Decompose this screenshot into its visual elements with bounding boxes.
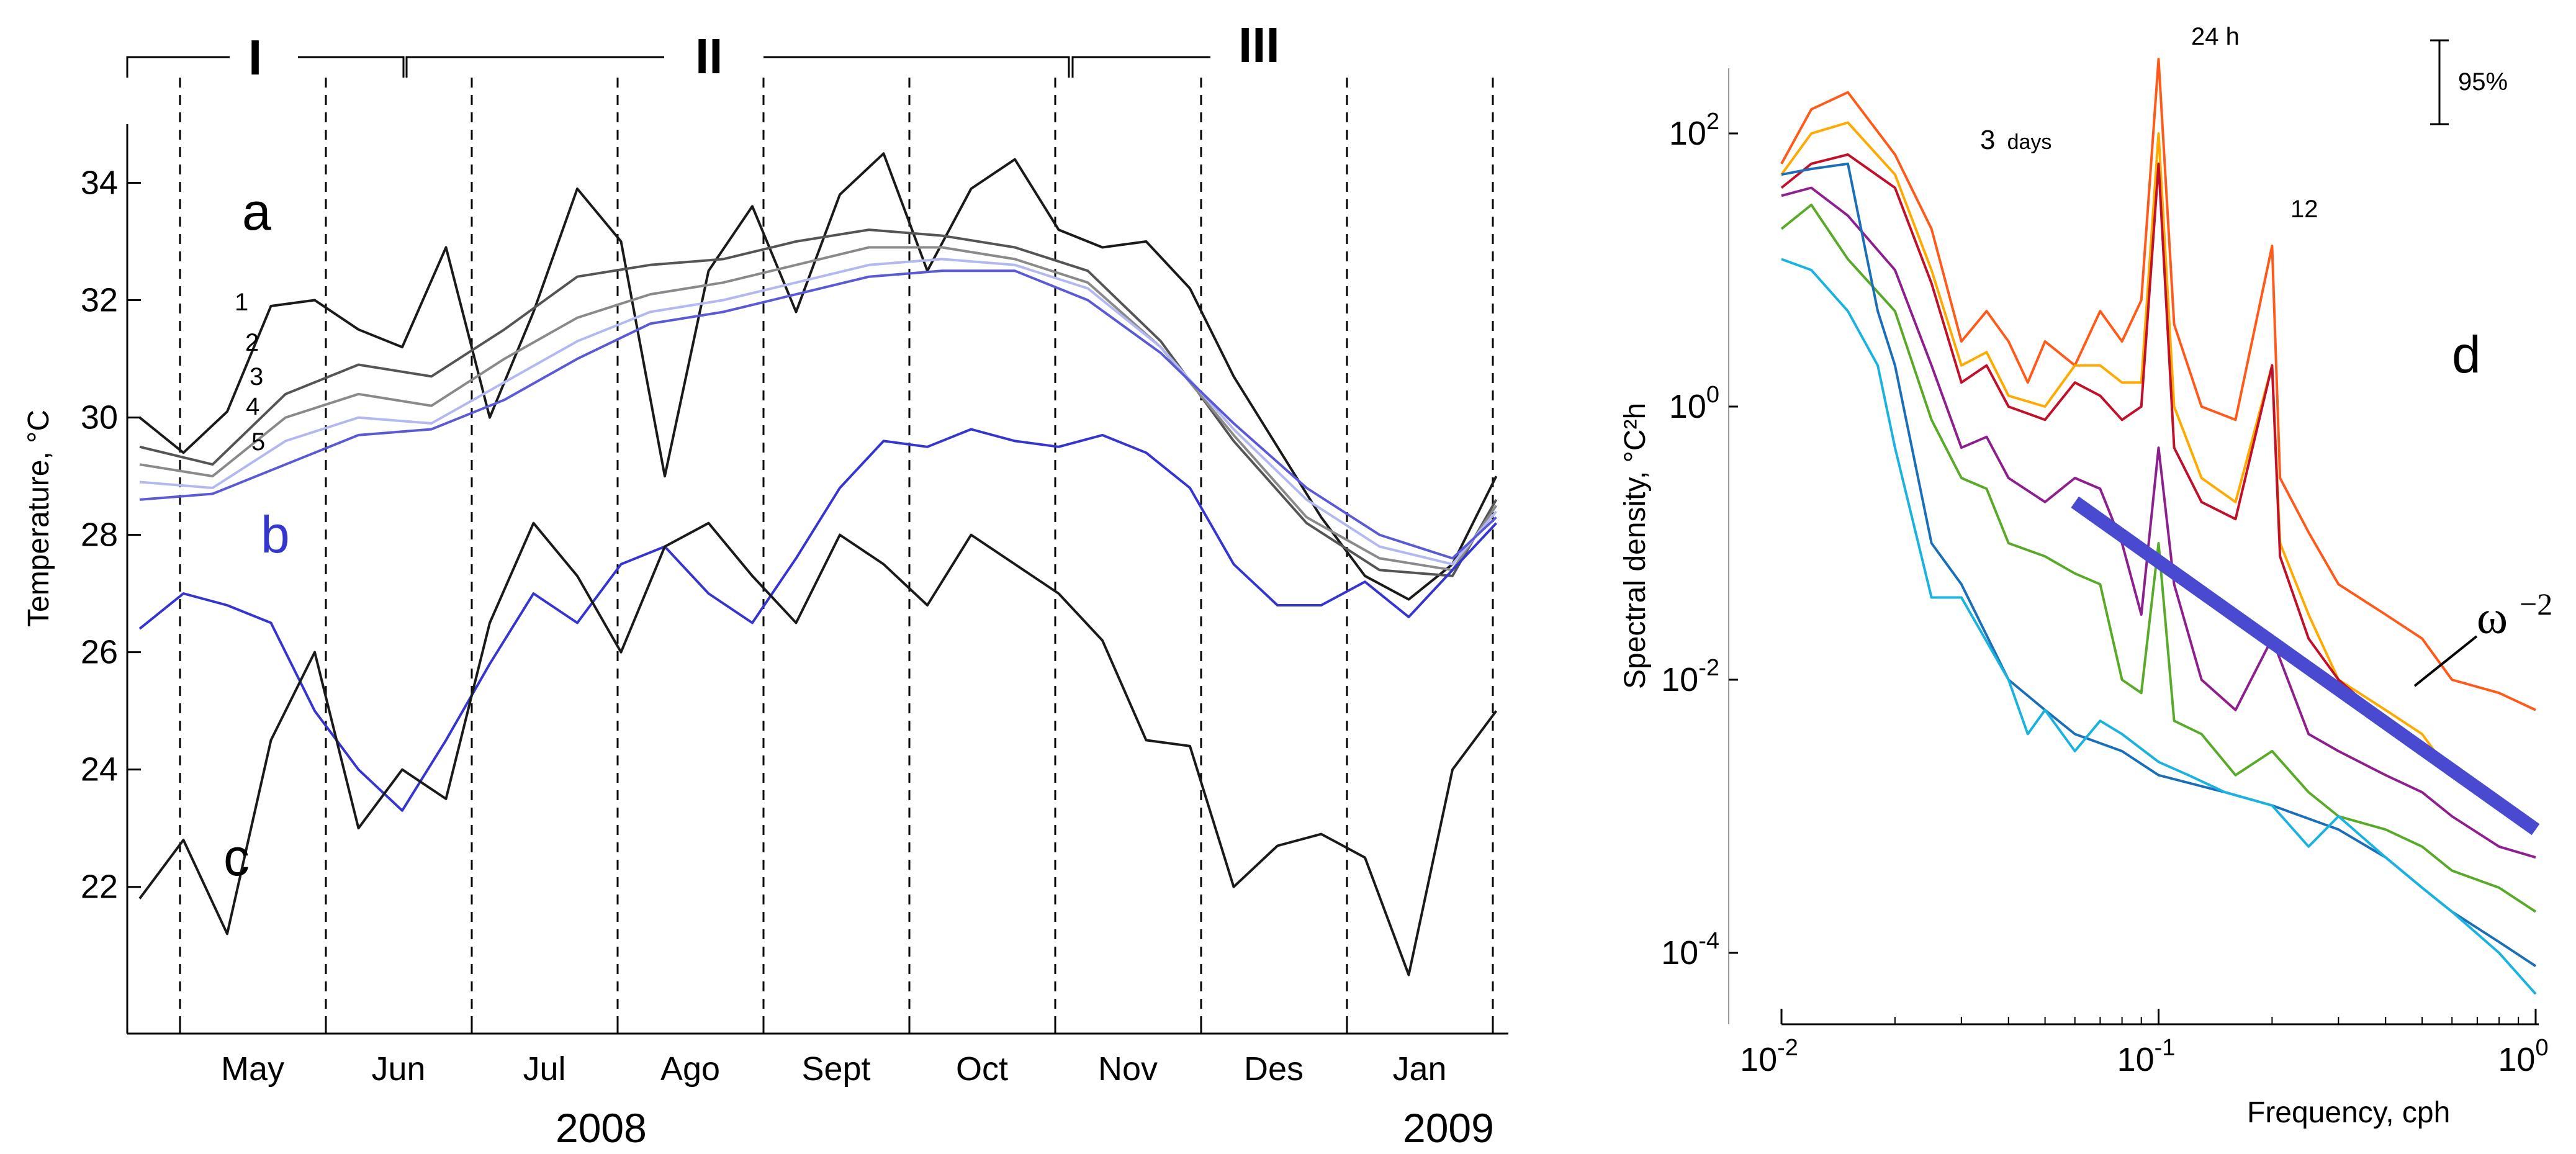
depth-label-2: 2 xyxy=(245,329,259,356)
spectrum-series-2 xyxy=(1780,121,2537,831)
temperature-series-2 xyxy=(139,228,1498,577)
period-i-label: I xyxy=(248,30,262,85)
omega-minus-2-reference-line xyxy=(2071,496,2540,836)
period-ii-label: II xyxy=(695,29,723,84)
y-tick-label: 26 xyxy=(81,634,118,671)
temperature-series-b xyxy=(138,428,1497,812)
month-label-may: May xyxy=(221,1050,284,1088)
right-x-tick-exp: 0 xyxy=(2535,1035,2548,1061)
right-y-tick-base: 10 xyxy=(1669,115,1706,152)
right-y-tick-exp: 0 xyxy=(1706,382,1719,408)
y-tick-label: 22 xyxy=(81,868,118,906)
omega-leader-line xyxy=(2413,635,2478,687)
right-y-tick-base: 10 xyxy=(1661,661,1698,698)
right-y-axis-title-text: Spectral density, °C²h xyxy=(1619,403,1652,689)
year-label-2009: 2009 xyxy=(1403,1105,1494,1151)
right-x-tick-label: 10-2 xyxy=(1740,1035,1798,1078)
depth-label-3: 3 xyxy=(250,363,263,390)
temperature-series-4 xyxy=(139,258,1498,566)
month-label-jun: Jun xyxy=(371,1050,425,1088)
month-label-nov: Nov xyxy=(1098,1050,1158,1088)
temperature-series-c xyxy=(138,521,1498,976)
depth-label-5: 5 xyxy=(251,428,265,456)
y-tick-label: 32 xyxy=(81,282,118,319)
omega-label: ω −2 xyxy=(2477,587,2552,644)
period-brackets xyxy=(126,56,1210,78)
month-label-jul: Jul xyxy=(523,1050,565,1088)
y-tick-label: 34 xyxy=(81,165,118,202)
month-label-ago: Ago xyxy=(660,1050,720,1088)
period-iii-label: III xyxy=(1238,17,1280,73)
y-tick-label: 28 xyxy=(81,516,118,554)
right-y-tick-label: 100 xyxy=(1669,382,1719,425)
panel-letter-a: a xyxy=(242,183,271,241)
spectrum-series-3 xyxy=(1780,153,2537,831)
right-y-tick-base: 10 xyxy=(1661,934,1698,971)
month-label-jan: Jan xyxy=(1392,1050,1446,1088)
spectrum-series-5 xyxy=(1780,204,2537,913)
omega-symbol: ω xyxy=(2477,592,2508,644)
period-ii-bracket xyxy=(405,56,1070,78)
right-x-tick-base: 10 xyxy=(2498,1041,2535,1078)
depth-label-4: 4 xyxy=(246,393,259,420)
confidence-interval-bar xyxy=(2430,39,2449,125)
spectrum-series-7 xyxy=(1781,258,2537,995)
right-y-tick-exp: -4 xyxy=(1698,928,1719,954)
right-x-tick-exp: -2 xyxy=(1777,1035,1798,1061)
period-i-bracket xyxy=(126,56,405,78)
right-y-tick-exp: -2 xyxy=(1698,655,1719,681)
right-x-tick-base: 10 xyxy=(2117,1041,2155,1078)
right-y-tick-base: 10 xyxy=(1669,388,1706,425)
year-label-2008: 2008 xyxy=(556,1105,647,1151)
month-label-des: Des xyxy=(1244,1050,1304,1088)
right-y-tick-exp: 2 xyxy=(1706,109,1719,135)
omega-exponent: −2 xyxy=(2520,587,2552,621)
right-y-axis-title: Spectral density, °C²h xyxy=(1619,403,1652,689)
right-y-tick-label: 10-2 xyxy=(1661,655,1719,698)
period-iii-bracket xyxy=(1071,56,1210,78)
right-y-tick-label: 102 xyxy=(1669,109,1719,152)
temperature-series-3 xyxy=(139,246,1498,572)
y-axis-title: Temperature, °C xyxy=(22,410,55,627)
right-x-tick-label: 10-1 xyxy=(2117,1035,2176,1078)
annotation-3-days-unit: days xyxy=(2007,130,2052,154)
month-label-oct: Oct xyxy=(956,1050,1008,1088)
panel-letter-c: c xyxy=(223,828,250,886)
y-tick-label: 24 xyxy=(81,751,118,788)
annotation-12h: 12 xyxy=(2290,196,2318,223)
spectrum-series-4 xyxy=(1781,186,2536,859)
annotation-3-days-num: 3 xyxy=(1980,125,1995,155)
depth-label-1: 1 xyxy=(235,289,248,316)
temperature-series-5 xyxy=(139,269,1497,560)
right-x-tick-label: 100 xyxy=(2498,1035,2548,1078)
right-y-tick-label: 10-4 xyxy=(1661,928,1719,971)
month-label-sept: Sept xyxy=(801,1050,870,1088)
right-x-tick-exp: -1 xyxy=(2155,1035,2176,1061)
panel-letter-b: b xyxy=(261,505,290,564)
temperature-chart: I II III xyxy=(126,17,1280,85)
panel-letter-d: d xyxy=(2452,325,2481,384)
spectrum-series-1 xyxy=(1780,58,2536,711)
annotation-3-days: 3 days xyxy=(1980,125,2051,155)
right-x-tick-base: 10 xyxy=(1740,1041,1777,1078)
annotation-24h: 24 h xyxy=(2191,23,2240,50)
annotation-95pct: 95% xyxy=(2458,68,2508,96)
temperature-series-1 xyxy=(138,152,1498,601)
y-tick-label: 30 xyxy=(81,399,118,436)
right-x-axis-title: Frequency, cph xyxy=(2247,1096,2450,1129)
